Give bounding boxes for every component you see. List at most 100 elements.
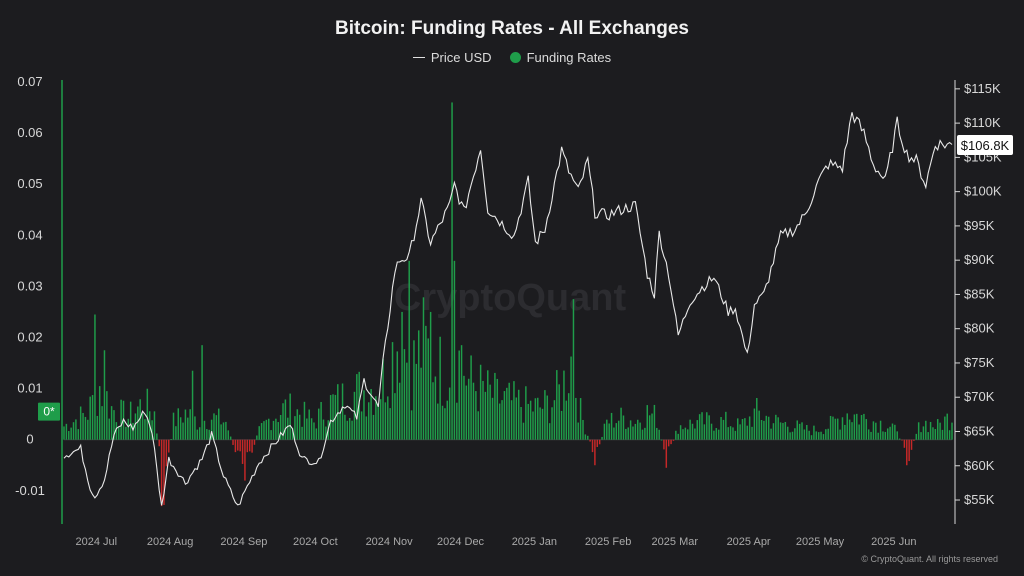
funding-bar: [701, 412, 703, 440]
funding-bar: [741, 419, 744, 440]
funding-bar: [839, 429, 841, 440]
funding-bar: [253, 439, 256, 445]
funding-bar: [946, 413, 948, 440]
funding-bar: [360, 411, 363, 440]
funding-bar: [337, 384, 339, 440]
funding-bar: [106, 391, 108, 440]
funding-bar: [84, 416, 87, 440]
funding-bar: [339, 413, 341, 440]
funding-bar: [772, 423, 775, 440]
funding-bar: [367, 402, 370, 440]
funding-bar: [382, 358, 384, 440]
funding-bar: [577, 422, 579, 440]
funding-bar: [110, 406, 113, 440]
funding-bar: [417, 330, 420, 440]
funding-bar: [415, 363, 418, 440]
funding-bar: [527, 403, 529, 440]
funding-bar: [894, 424, 896, 440]
legend-item-funding[interactable]: Funding Rates: [509, 50, 611, 65]
funding-bar: [268, 418, 270, 440]
funding-bar: [82, 412, 84, 440]
funding-bar: [306, 418, 308, 440]
funding-bar: [784, 421, 787, 440]
funding-bar: [753, 408, 756, 440]
chart-title: Bitcoin: Funding Rates - All Exchanges: [335, 18, 689, 39]
funding-bar: [482, 380, 484, 440]
right-tick-label: $115K: [964, 81, 1001, 96]
funding-bar: [491, 397, 494, 440]
funding-bar: [848, 419, 851, 440]
funding-bar: [548, 423, 551, 440]
last-funding-badge-bg: [38, 402, 60, 421]
funding-bar: [127, 418, 130, 440]
funding-bar: [108, 418, 110, 440]
funding-bar: [156, 433, 158, 440]
price-line: [63, 112, 953, 506]
funding-bar: [146, 388, 149, 440]
funding-bar: [120, 399, 122, 440]
funding-bar: [396, 351, 399, 440]
funding-bar: [648, 415, 651, 440]
funding-bar: [732, 427, 734, 440]
x-tick-label: 2025 Jun: [871, 536, 916, 548]
funding-bar: [489, 384, 491, 440]
funding-bar: [75, 419, 77, 440]
funding-bar: [301, 426, 303, 440]
funding-bar: [284, 399, 287, 440]
funding-bar: [515, 397, 518, 440]
funding-bar: [853, 414, 856, 440]
funding-bar: [917, 422, 920, 440]
funding-bar: [467, 378, 470, 440]
funding-bar: [903, 439, 906, 448]
funding-bar: [534, 398, 537, 440]
funding-bar: [341, 383, 344, 440]
funding-bar: [882, 431, 884, 440]
funding-bar: [689, 419, 691, 440]
funding-bar: [789, 432, 791, 440]
funding-bar: [720, 416, 722, 440]
funding-bar: [672, 439, 675, 441]
funding-bar: [829, 415, 832, 440]
legend-item-price[interactable]: Price USD: [412, 50, 492, 65]
funding-bar: [141, 413, 144, 440]
funding-bar: [291, 427, 294, 440]
funding-bar: [863, 413, 865, 440]
last-funding-badge-label: 0*: [43, 405, 55, 419]
funding-bar: [570, 356, 572, 440]
funding-bar: [613, 427, 615, 440]
funding-bar: [922, 426, 925, 440]
funding-bar: [825, 429, 827, 440]
funding-bar: [246, 439, 249, 453]
funding-bar: [756, 397, 758, 440]
funding-bar: [687, 429, 689, 440]
funding-bar: [920, 432, 922, 440]
funding-bar: [363, 390, 365, 440]
funding-bar: [770, 428, 772, 440]
funding-bar: [539, 407, 541, 440]
funding-bar: [177, 408, 180, 440]
right-tick-label: $100K: [964, 184, 1002, 199]
funding-bar: [713, 430, 715, 440]
funding-bar: [801, 422, 803, 440]
left-tick-label: 0.02: [17, 329, 42, 344]
funding-bar: [353, 391, 356, 440]
funding-bar: [551, 407, 553, 440]
funding-bar: [908, 439, 910, 462]
funding-bar: [310, 418, 313, 440]
funding-bar: [263, 421, 265, 440]
funding-bar: [939, 422, 941, 440]
funding-bar: [463, 375, 465, 440]
funding-bar: [517, 389, 520, 440]
funding-bar: [815, 431, 818, 440]
funding-bar: [691, 423, 694, 440]
funding-bar: [189, 409, 191, 440]
legend: Price USD Funding Rates: [0, 50, 1024, 65]
funding-bar: [191, 370, 194, 440]
funding-bar: [696, 420, 699, 440]
funding-bar: [575, 397, 577, 440]
funding-bar: [429, 311, 432, 440]
funding-bar: [622, 415, 625, 440]
funding-bar: [170, 439, 172, 440]
funding-bar: [532, 411, 534, 440]
